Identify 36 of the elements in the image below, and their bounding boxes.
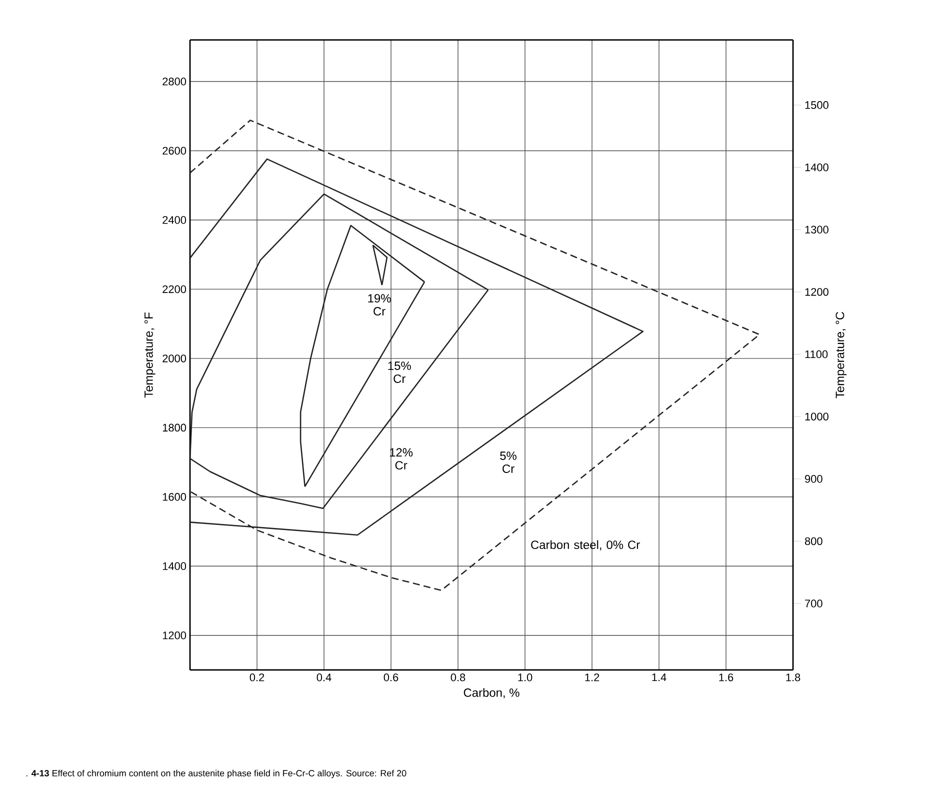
y-tick-label: 2200 xyxy=(162,285,186,294)
y2-tick-label: 1400 xyxy=(805,163,828,172)
y2-axis-title: Temperature, °C xyxy=(836,312,847,398)
x-tick-label: 0.2 xyxy=(250,674,264,682)
series-label: 12% Cr xyxy=(390,448,413,470)
x-tick-label: 1.0 xyxy=(518,674,532,682)
y2-tick-label: 1000 xyxy=(805,412,828,420)
y2-tick-label: 1500 xyxy=(805,101,828,109)
x-tick-label: 0.8 xyxy=(450,674,466,682)
y-tick-label: 1400 xyxy=(162,562,186,570)
y-axis-title: Temperature, °F xyxy=(144,312,156,398)
x-tick-label: 1.2 xyxy=(585,674,600,682)
y-tick-label: 1800 xyxy=(162,424,186,432)
x-axis-title: Carbon, % xyxy=(464,688,520,698)
y2-tick-label: 900 xyxy=(805,475,822,483)
text: . 4-13 Effect of chromium content on the austenite phase field in Fe-Cr-C alloys. Source: Ref 20 xyxy=(26,770,406,778)
y2-tick-label: 800 xyxy=(804,537,822,546)
x-tick-label: 1.6 xyxy=(719,674,734,682)
y-tick-label: 1200 xyxy=(162,632,186,640)
y2-tick-label: 700 xyxy=(805,600,822,608)
y-tick-label: 2600 xyxy=(162,146,186,155)
y2-tick-label: 1200 xyxy=(805,288,828,296)
x-tick-label: 1.8 xyxy=(786,674,800,682)
x-tick-label: 0.4 xyxy=(316,674,332,682)
series-label: Carbon steel, 0% Cr xyxy=(531,540,640,550)
x-tick-label: 0.6 xyxy=(384,674,398,682)
y-tick-label: 1600 xyxy=(162,493,186,501)
y-tick-label: 2400 xyxy=(162,216,186,224)
x-tick-label: 1.4 xyxy=(652,674,666,682)
series-label: 15% Cr xyxy=(388,362,411,383)
y-tick-label: 2800 xyxy=(162,78,186,86)
y2-tick-label: 1100 xyxy=(805,350,828,358)
series-label: 19% Cr xyxy=(368,294,391,316)
y-tick-label: 2000 xyxy=(162,354,186,362)
series-label: 5% Cr xyxy=(500,452,516,473)
y2-tick-label: 1300 xyxy=(805,226,828,234)
